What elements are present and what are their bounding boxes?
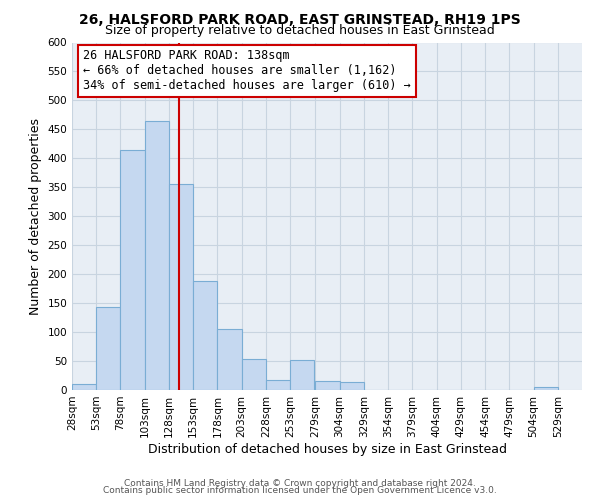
X-axis label: Distribution of detached houses by size in East Grinstead: Distribution of detached houses by size … (148, 442, 506, 456)
Bar (145, 120, 169, 390)
Bar (533, 387, 558, 390)
Bar (242, 360, 266, 390)
Text: Size of property relative to detached houses in East Grinstead: Size of property relative to detached ho… (105, 24, 495, 37)
Y-axis label: Number of detached properties: Number of detached properties (29, 118, 42, 315)
Bar (193, 281, 217, 390)
Bar (72, 384, 96, 390)
Bar (217, 329, 242, 390)
Text: 26 HALSFORD PARK ROAD: 138sqm
← 66% of detached houses are smaller (1,162)
34% o: 26 HALSFORD PARK ROAD: 138sqm ← 66% of d… (83, 50, 411, 92)
Text: Contains HM Land Registry data © Crown copyright and database right 2024.: Contains HM Land Registry data © Crown c… (124, 478, 476, 488)
Bar (316, 382, 340, 390)
Text: Contains public sector information licensed under the Open Government Licence v3: Contains public sector information licen… (103, 486, 497, 495)
Bar (96, 307, 121, 390)
Bar (340, 382, 364, 390)
Bar (169, 184, 193, 390)
Bar (290, 360, 314, 390)
Text: 26, HALSFORD PARK ROAD, EAST GRINSTEAD, RH19 1PS: 26, HALSFORD PARK ROAD, EAST GRINSTEAD, … (79, 12, 521, 26)
Bar (121, 150, 145, 390)
Bar (266, 380, 290, 390)
